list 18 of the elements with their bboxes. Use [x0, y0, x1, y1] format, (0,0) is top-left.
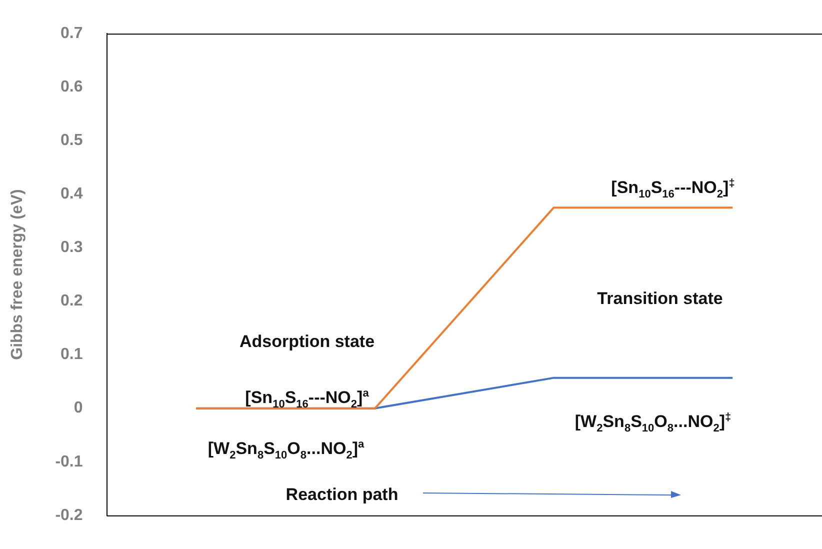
text: [W$_{2}$Sn$_{8}$S$_{10}$O$_{8}$...NO$_{2}$]$^{‡}$ [574, 411, 732, 435]
annotation: Reaction path [286, 485, 398, 505]
y-tick-label: 0.6 [60, 78, 83, 96]
annotation: [Sn$_{10}$S$_{16}$---NO$_{2}$]$^{‡}$ [611, 177, 735, 201]
y-tick-label: 0.7 [60, 25, 83, 42]
y-tick-label: 0.4 [60, 186, 83, 203]
y-tick-label: -0.1 [55, 453, 83, 470]
annotation: [Sn$_{10}$S$_{16}$---NO$_{2}$]$^{a}$ [245, 387, 369, 411]
annotation: Adsorption state [239, 332, 375, 352]
y-tick-label: 0.2 [60, 292, 83, 310]
annotation: Transition state [597, 289, 723, 309]
y-axis-title: Gibbs free energy (eV) [9, 189, 26, 360]
y-tick-label: 0.1 [60, 346, 83, 364]
y-tick-label: -0.2 [55, 506, 83, 524]
y-tick-label: 0 [74, 400, 83, 417]
y-tick-label: 0.3 [60, 239, 83, 256]
text: [W$_{2}$Sn$_{8}$S$_{10}$O$_{8}$...NO$_{2}$]$^{a}$ [208, 438, 364, 462]
y-tick-label: 0.5 [60, 132, 83, 150]
